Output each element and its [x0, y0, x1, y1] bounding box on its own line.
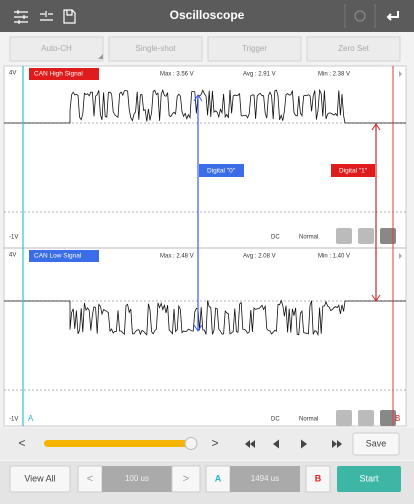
fast-forward-icon[interactable] [332, 440, 342, 448]
cursor-time-box [230, 466, 300, 492]
next-button[interactable]: > [211, 436, 218, 450]
cursor-b-label: B [315, 473, 322, 483]
marker [399, 71, 402, 77]
toolbar-button[interactable] [108, 36, 203, 62]
waveform [4, 88, 406, 124]
avg-reading: Avg : 2.08 V [243, 254, 276, 260]
time-next-button[interactable] [171, 465, 201, 493]
waveform [4, 299, 406, 337]
max-reading: Max : 3.56 V [160, 72, 194, 78]
cursor-a-button[interactable] [205, 465, 231, 493]
marker [399, 253, 402, 259]
trigger-mode: Normal [299, 235, 318, 241]
toolbar-button[interactable] [207, 36, 302, 62]
playback-icons [245, 439, 342, 449]
save-button[interactable] [352, 432, 400, 456]
zoom-in-button[interactable] [358, 410, 374, 426]
timebase-value: 100 us [125, 474, 149, 483]
view-all-label: View All [24, 473, 55, 483]
max-reading: Max : 2.48 V [160, 254, 194, 260]
timebase-box [102, 466, 172, 492]
coupling: DC [271, 417, 280, 423]
header-icons [14, 9, 399, 24]
cursor-b-button[interactable] [305, 465, 331, 493]
label-digital-1 [331, 164, 375, 177]
cursor-time-value: 1494 us [251, 474, 279, 483]
annotation: Digital "0" [207, 168, 236, 175]
view-all-button[interactable] [9, 465, 71, 493]
channel-name: CAN Low Signal [34, 253, 82, 260]
save-label: Save [366, 438, 387, 448]
prev-button[interactable]: < [18, 436, 25, 450]
fullscreen-button[interactable] [380, 410, 396, 426]
title: Oscilloscope [170, 8, 245, 22]
cursor-b-tag: B [395, 414, 400, 423]
range-bottom: -1V [9, 417, 18, 423]
channels: 4V CAN High Signal Max : 3.56 V Avg : 2.91 … [4, 68, 406, 426]
range-bottom: -1V [9, 235, 18, 241]
scope-area [3, 65, 407, 427]
time-next-label: > [183, 473, 189, 485]
range-top: 4V [9, 71, 16, 77]
save-icon[interactable] [63, 9, 76, 24]
toolbar-label: Auto-CH [41, 44, 72, 53]
arrow-heads [193, 94, 203, 332]
annotation: Digital "1" [339, 168, 368, 175]
channel-tag [29, 250, 99, 262]
label-digital-0 [199, 164, 244, 177]
toolbar: Auto-CH Single-shot Trigger Zero Set [9, 36, 401, 62]
start-button[interactable] [337, 466, 401, 492]
channel-tag [29, 68, 99, 80]
min-reading: Min : 1.40 V [318, 254, 350, 260]
slider-track[interactable] [44, 440, 194, 447]
cursor-icon[interactable] [40, 11, 53, 21]
trigger-mode: Normal [299, 417, 318, 423]
toolbar-label: Single-shot [135, 44, 176, 53]
avg-reading: Avg : 2.91 V [243, 72, 276, 78]
toolbar-label: Zero Set [338, 44, 369, 53]
rewind-icon[interactable] [245, 440, 255, 448]
cursor-a-tag: A [28, 414, 34, 423]
dropdown-mark [98, 54, 103, 59]
cursor-a-label: A [215, 473, 222, 483]
time-prev-button[interactable] [77, 465, 103, 493]
fullscreen-button[interactable] [380, 228, 396, 244]
toolbar-button[interactable] [9, 36, 104, 62]
step-back-icon[interactable] [273, 439, 279, 449]
zoom-in-button[interactable] [358, 228, 374, 244]
settings-icon[interactable] [14, 10, 28, 24]
zoom-out-button[interactable] [336, 410, 352, 426]
min-reading: Min : 2.38 V [318, 72, 350, 78]
channel-name: CAN High Signal [34, 71, 83, 78]
range-top: 4V [9, 253, 16, 259]
toolbar-button[interactable] [306, 36, 401, 62]
slider-thumb[interactable] [184, 437, 198, 450]
toolbar-label: Trigger [242, 44, 267, 53]
step-forward-icon[interactable] [301, 439, 307, 449]
back-icon[interactable] [386, 11, 399, 21]
start-label: Start [359, 473, 379, 483]
arrow-heads [371, 123, 381, 302]
zoom-out-button[interactable] [336, 228, 352, 244]
refresh-icon[interactable] [354, 10, 366, 22]
coupling: DC [271, 235, 280, 241]
time-prev-label: < [87, 473, 93, 485]
